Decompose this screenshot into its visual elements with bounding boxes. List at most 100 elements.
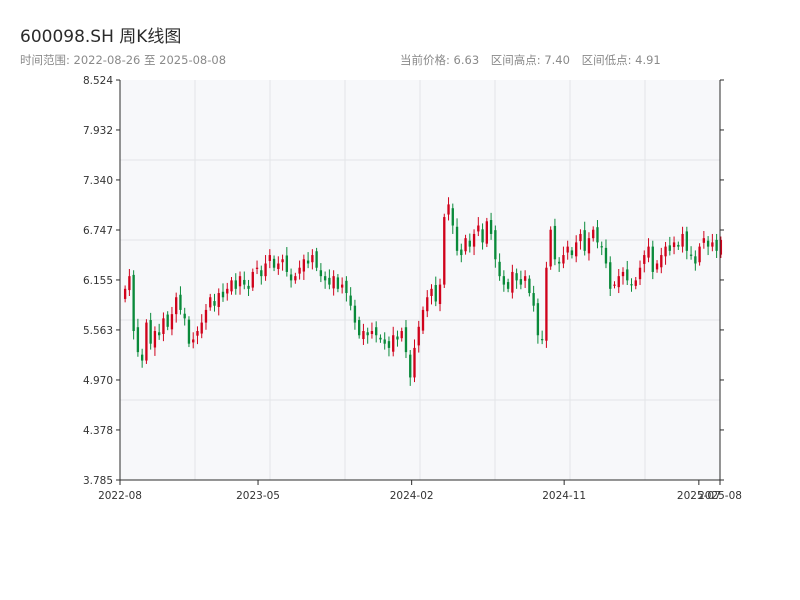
- candle-body: [579, 233, 582, 242]
- candle-body: [179, 294, 182, 310]
- candle-body: [209, 297, 212, 308]
- candle-body: [196, 331, 199, 336]
- y-tick-label: 6.747: [83, 225, 113, 237]
- candle-body: [566, 246, 569, 253]
- range-high-label: 区间高点: 7.40: [490, 53, 570, 67]
- candle-body: [153, 331, 157, 348]
- x-tick-label: 2024-02: [390, 490, 434, 502]
- candle-body: [655, 263, 659, 270]
- candle-body: [604, 247, 608, 264]
- candle-body: [626, 269, 629, 281]
- chart-title: 600098.SH 周K线图: [20, 27, 182, 47]
- candle-body: [634, 280, 637, 286]
- candle-body: [472, 233, 476, 247]
- y-tick-label: 3.785: [83, 475, 113, 487]
- candle-body: [511, 271, 514, 293]
- candle-body: [617, 276, 620, 288]
- candle-body: [587, 238, 591, 254]
- candle-body: [523, 276, 527, 281]
- candle-body: [706, 240, 710, 247]
- y-tick-label: 5.563: [83, 325, 113, 337]
- candle-body: [528, 278, 531, 294]
- candle-body: [464, 238, 467, 252]
- x-tick-label: 2024-11: [542, 490, 586, 502]
- candle-body: [396, 336, 399, 340]
- candle-body: [255, 267, 259, 269]
- candle-body: [438, 284, 442, 305]
- candle-body: [319, 270, 323, 277]
- candle-body: [447, 204, 450, 215]
- x-tick-label: 2025-08: [698, 490, 742, 502]
- x-tick-label: 2022-08: [98, 490, 142, 502]
- candle-body: [251, 271, 254, 288]
- candle-body: [136, 327, 140, 353]
- date-range-label: 时间范围: 2022-08-26 至 2025-08-08: [20, 53, 227, 67]
- candle-body: [672, 242, 676, 248]
- y-tick-label: 4.378: [83, 425, 113, 437]
- candle-body: [404, 327, 408, 353]
- candle-body: [489, 220, 493, 234]
- candle-body: [175, 297, 178, 315]
- candle-body: [519, 279, 523, 285]
- candle-body: [417, 326, 420, 346]
- candle-body: [221, 291, 225, 298]
- candle-body: [353, 305, 357, 323]
- candle-body: [719, 239, 723, 255]
- y-tick-label: 7.932: [83, 125, 113, 137]
- price-summary: 当前价格: 6.63 区间高点: 7.40 区间低点: 4.91: [400, 52, 669, 68]
- candle-body: [264, 263, 267, 277]
- candle-body: [613, 284, 616, 286]
- candle-body: [387, 341, 391, 348]
- candle-body: [213, 301, 216, 306]
- candle-body: [268, 255, 271, 261]
- y-tick-label: 8.524: [83, 75, 113, 87]
- candle-body: [162, 318, 165, 334]
- candle-body: [383, 339, 386, 344]
- candle-body: [345, 280, 348, 294]
- candle-body: [289, 274, 293, 281]
- candle-body: [651, 246, 654, 272]
- candle-body: [477, 225, 480, 232]
- candle-body: [230, 280, 233, 292]
- candle-body: [272, 258, 276, 268]
- candle-body: [711, 242, 714, 247]
- candle-body: [443, 217, 446, 285]
- candle-body: [660, 255, 663, 268]
- candle-body: [685, 231, 688, 251]
- candle-body: [681, 233, 684, 247]
- candle-body: [481, 229, 484, 243]
- candle-body: [328, 277, 331, 285]
- candle-body: [643, 255, 646, 264]
- candle-body: [647, 246, 650, 258]
- candle-body: [549, 229, 552, 267]
- candle-body: [664, 246, 667, 257]
- candle-body: [630, 284, 633, 286]
- candle-body: [183, 313, 186, 319]
- x-tick-label: 2025-07: [677, 490, 721, 502]
- candle-body: [570, 250, 574, 256]
- candle-body: [323, 276, 327, 281]
- candle-body: [702, 238, 706, 243]
- candle-body: [158, 332, 161, 336]
- candle-body: [260, 270, 263, 277]
- candle-body: [234, 280, 237, 289]
- candle-body: [485, 221, 488, 244]
- y-tick-label: 4.970: [83, 375, 113, 387]
- candle-body: [413, 347, 416, 378]
- candle-body: [621, 271, 625, 277]
- candle-body: [400, 331, 403, 339]
- candle-body: [315, 251, 318, 268]
- candle-body: [536, 303, 540, 336]
- candle-body: [392, 335, 395, 352]
- candle-body: [132, 274, 135, 332]
- y-tick-label: 6.155: [83, 275, 113, 287]
- candle-body: [506, 282, 510, 289]
- candle-body: [677, 244, 680, 247]
- candle-body: [451, 208, 454, 226]
- candle-body: [558, 261, 561, 264]
- range-low-label: 区间低点: 4.91: [581, 53, 661, 67]
- candle-body: [498, 261, 501, 277]
- candle-body: [204, 309, 208, 323]
- candle-body: [379, 337, 382, 340]
